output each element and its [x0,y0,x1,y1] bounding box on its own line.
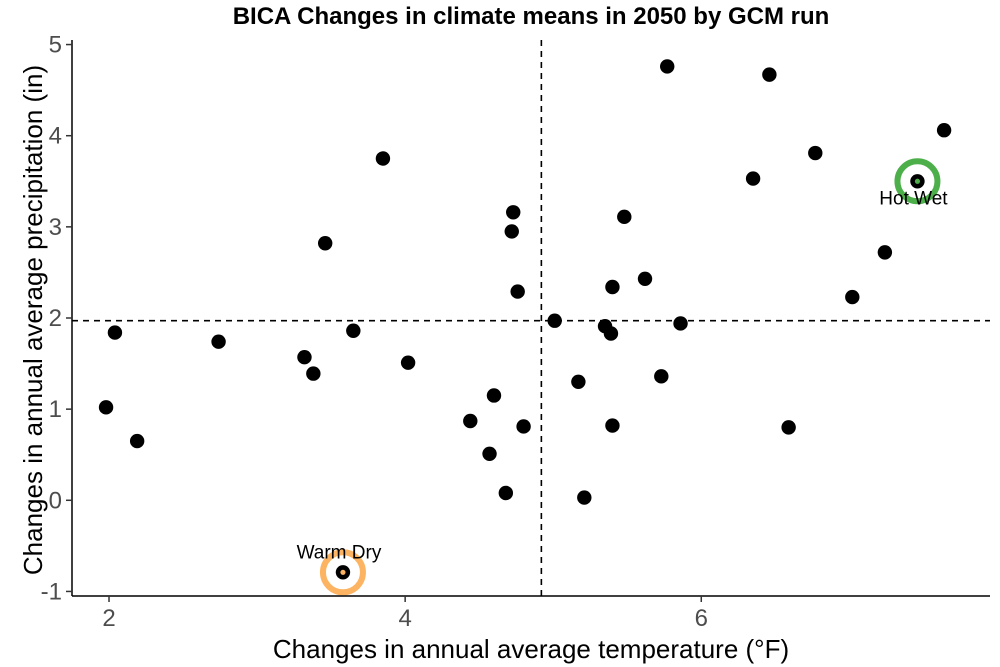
highlight-ring-warm-dry [319,549,366,596]
x-tick-label: 4 [398,605,411,632]
chart-title: BICA Changes in climate means in 2050 by… [233,3,830,30]
x-axis-label: Changes in annual average temperature (°… [273,634,789,664]
y-tick-label: 0 [49,487,62,514]
x-tick-label: 2 [102,605,115,632]
data-point [211,334,226,349]
data-point [762,67,777,82]
data-point [98,400,114,415]
data-point [660,59,675,74]
highlight-ring-hot-wet [894,158,941,205]
data-point [637,271,653,287]
data-point [506,205,521,220]
y-tick-label: 3 [49,214,62,241]
data-point [498,485,514,501]
data-point [605,279,620,295]
data-point [571,374,586,390]
data-point [617,209,632,225]
data-point [346,323,361,338]
data-point [745,171,761,186]
data-point [673,316,688,331]
y-tick-label: 1 [49,396,62,423]
data-point [486,388,502,403]
data-point [877,245,893,260]
data-point [482,446,497,462]
data-point [577,490,592,505]
data-point [605,418,620,433]
highlight-center-warm-dry [340,569,346,575]
data-point [654,369,669,384]
data-point [306,366,321,381]
y-tick-label: 5 [49,32,62,59]
data-point [107,325,123,340]
y-axis-label: Changes in annual average precipitation … [18,65,48,575]
data-point [400,355,416,370]
data-point [463,413,478,429]
data-point [808,145,823,161]
x-tick-label: 6 [695,605,708,632]
data-point [781,420,796,435]
axes [71,40,990,597]
y-ticks: -1 0 1 2 3 4 5 [41,32,72,605]
x-ticks: 2 4 6 [102,596,708,632]
y-tick-label: 2 [49,305,62,332]
y-tick-label: 4 [49,123,62,150]
data-point [375,151,391,166]
highlighted-points: Hot Wet Warm Dry [297,158,948,596]
data-point [603,326,619,341]
y-tick-label: -1 [41,578,62,605]
data-point [317,236,333,251]
highlight-center-hot-wet [914,178,921,184]
data-point [845,289,860,305]
data-point [547,313,562,328]
data-point [510,284,525,299]
plot-points [98,59,952,505]
reference-lines [72,40,990,596]
data-point [516,419,531,434]
data-point [129,433,145,449]
annotation-warm-dry: Warm Dry [297,542,382,563]
data-point [504,224,519,239]
data-point [297,349,312,365]
annotation-hot-wet: Hot Wet [879,188,948,209]
data-point [936,123,952,138]
